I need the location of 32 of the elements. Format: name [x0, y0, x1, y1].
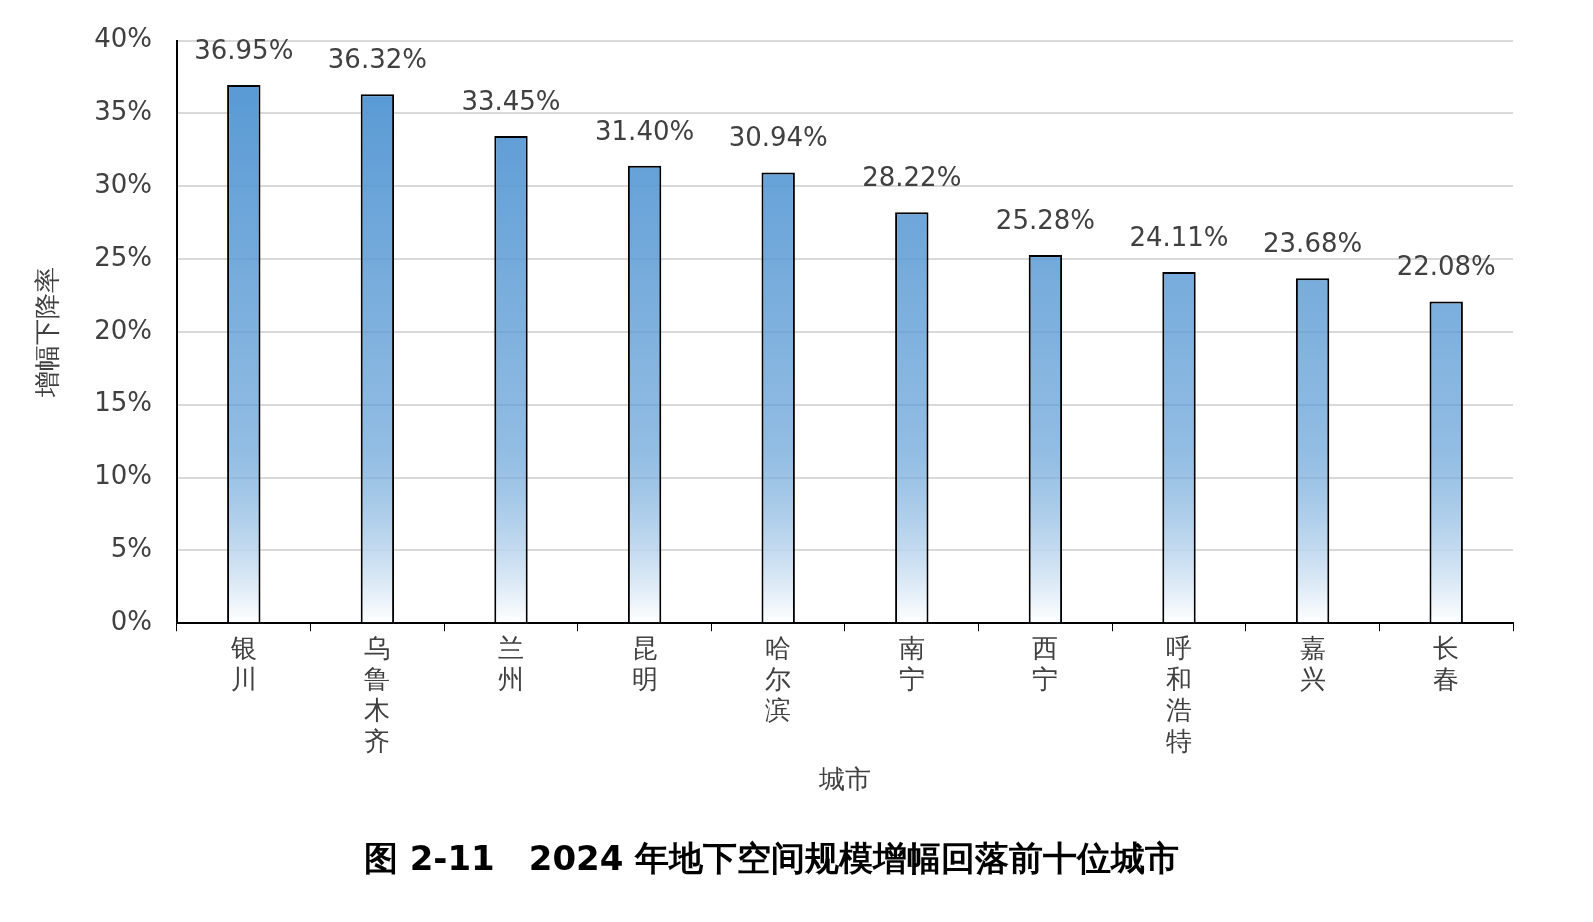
data-label: 33.45% — [461, 85, 561, 116]
x-tick-label: 长春 — [1433, 632, 1460, 694]
y-tick-label: 20% — [94, 314, 152, 345]
y-tick-label: 0% — [110, 605, 152, 636]
data-label: 36.32% — [327, 43, 427, 74]
x-axis-title: 城市 — [817, 764, 871, 795]
y-tick-label: 35% — [94, 96, 152, 127]
data-label: 22.08% — [1396, 251, 1496, 282]
data-label: 25.28% — [995, 204, 1095, 235]
data-label: 30.94% — [728, 122, 828, 153]
y-tick-label: 5% — [110, 533, 152, 564]
data-label: 24.11% — [1129, 221, 1229, 252]
text: 图 2-11 2024 年地下空间规模增幅回落前十位城市 — [363, 838, 1180, 879]
x-tick-label: 乌鲁木齐 — [364, 632, 391, 757]
x-tick-label: 哈尔滨 — [765, 632, 792, 725]
x-tick-label: 兰州 — [497, 632, 524, 694]
data-label: 28.22% — [862, 161, 962, 192]
y-axis-title: 增幅下降率 — [32, 266, 63, 398]
x-tick-label: 嘉兴 — [1299, 632, 1326, 694]
y-tick-label: 25% — [94, 241, 152, 272]
data-label: 36.95% — [194, 34, 294, 65]
x-tick-label: 南宁 — [898, 632, 925, 694]
data-label: 31.40% — [595, 115, 695, 146]
x-tick-label: 西宁 — [1032, 632, 1059, 694]
y-tick-label: 30% — [94, 169, 152, 199]
y-tick-label: 40% — [94, 23, 152, 54]
x-tick-label: 呼和浩特 — [1166, 632, 1192, 757]
x-tick-label: 银川 — [229, 632, 257, 694]
y-tick-label: 15% — [94, 387, 152, 418]
y-tick-label: 10% — [94, 460, 152, 491]
x-tick-label: 昆明 — [631, 632, 658, 694]
data-label: 23.68% — [1263, 228, 1363, 259]
